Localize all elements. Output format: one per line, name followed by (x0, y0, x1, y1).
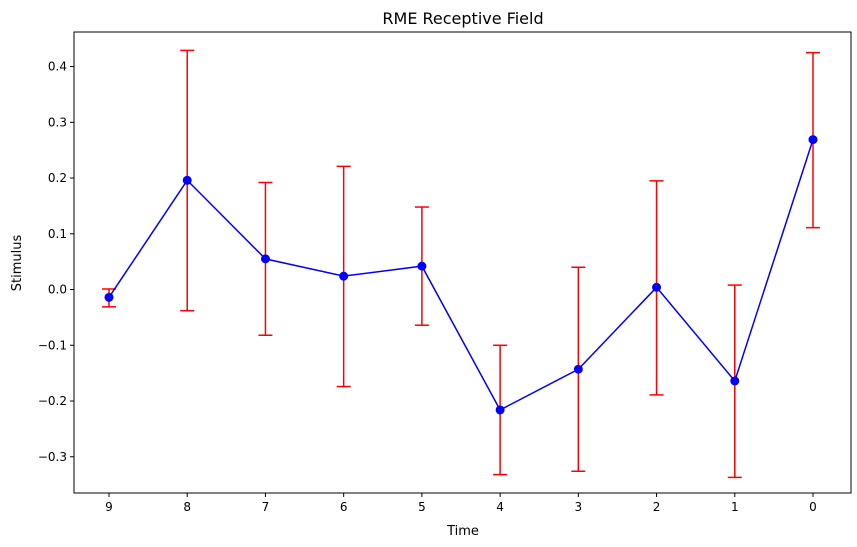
x-tick-label-4: 4 (496, 500, 504, 514)
y-tick-label-2: −0.1 (38, 338, 67, 352)
x-tick-label-0: 0 (809, 500, 817, 514)
series-layer (104, 135, 818, 415)
y-tick-label-5: 0.2 (48, 171, 67, 185)
x-tick-label-2: 2 (653, 500, 661, 514)
data-point-3 (573, 364, 583, 374)
y-tick-label-6: 0.3 (48, 115, 67, 129)
x-tick-label-3: 3 (575, 500, 583, 514)
data-point-4 (495, 405, 505, 415)
x-tick-label-8: 8 (183, 500, 191, 514)
x-tick-label-5: 5 (418, 500, 426, 514)
y-tick-label-1: −0.2 (38, 394, 67, 408)
x-tick-label-9: 9 (105, 500, 113, 514)
data-point-9 (104, 292, 114, 302)
data-point-8 (182, 175, 192, 185)
data-point-2 (652, 282, 662, 292)
y-tick-label-0: −0.3 (38, 450, 67, 464)
series-line (108, 139, 814, 411)
data-point-5 (417, 261, 427, 271)
x-tick-label-7: 7 (262, 500, 270, 514)
x-tick-label-6: 6 (340, 500, 348, 514)
data-point-1 (730, 376, 740, 386)
y-tick-label-4: 0.1 (48, 227, 67, 241)
x-axis-label: Time (446, 524, 479, 539)
data-point-0 (808, 135, 818, 145)
data-point-7 (260, 254, 270, 264)
chart-title: RME Receptive Field (382, 9, 543, 28)
y-tick-label-7: 0.4 (48, 60, 67, 74)
y-tick-label-3: 0.0 (48, 283, 67, 297)
axes-layer: 9 8 7 6 5 4 3 2 1 0 −0.3 −0.2 −0.1 0.0 0.1 0.2 0.3 0.4 (38, 31, 852, 514)
x-tick-label-1: 1 (731, 500, 739, 514)
y-axis-label: Stimulus (10, 235, 25, 292)
plot-frame (73, 31, 852, 494)
data-point-6 (339, 271, 349, 281)
